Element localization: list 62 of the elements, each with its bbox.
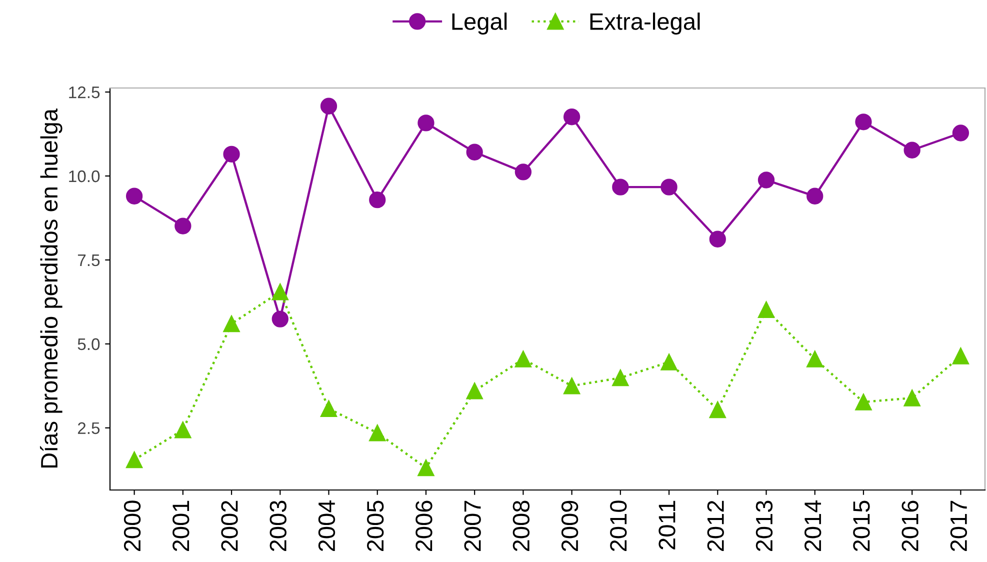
- point: [612, 369, 629, 386]
- point: [612, 178, 629, 196]
- point: [952, 124, 970, 142]
- point: [369, 424, 386, 442]
- point: [952, 348, 970, 364]
- x-tick-label: 2013: [756, 500, 773, 552]
- x-tick-label: 2014: [804, 500, 822, 552]
- point: [904, 142, 920, 158]
- x-tick-label: 2011: [658, 500, 676, 550]
- point: [223, 315, 240, 332]
- point: [563, 108, 580, 126]
- point: [320, 98, 338, 114]
- point: [514, 164, 532, 180]
- point: [660, 178, 678, 196]
- x-tick-label: 2003: [270, 500, 286, 552]
- point: [272, 284, 288, 300]
- x-tick-label: 2006: [416, 500, 432, 552]
- point: [806, 188, 824, 204]
- point: [758, 172, 775, 188]
- point: [418, 114, 434, 132]
- x-tick-label: 2012: [707, 500, 724, 552]
- point: [126, 188, 143, 204]
- point: [806, 350, 824, 368]
- point: [418, 460, 434, 476]
- point: [174, 218, 192, 234]
- y-tick-label: 2.5: [78, 422, 100, 434]
- point: [174, 422, 192, 438]
- y-axis-title: Días promedio perdidos en huelga: [40, 108, 62, 468]
- point: [466, 382, 483, 400]
- x-tick-label: 2009: [561, 500, 578, 552]
- y-tick-label: 5.0: [78, 338, 100, 350]
- y-tick-label: 7.5: [78, 254, 100, 266]
- y-tick-label: 10.0: [69, 170, 100, 182]
- x-tick-label: 2007: [464, 500, 481, 552]
- point: [904, 390, 920, 406]
- legend-label: Extra-legal: [590, 12, 700, 35]
- x-tick-label: 2001: [172, 500, 190, 552]
- x-tick-label: 2015: [853, 500, 870, 552]
- point: [563, 378, 580, 394]
- point: [320, 400, 338, 418]
- x-tick-label: 2000: [124, 500, 141, 552]
- point: [514, 350, 532, 368]
- x-tick-label: 2016: [902, 500, 918, 552]
- point: [758, 301, 775, 318]
- point: [466, 144, 483, 160]
- legend-label: Legal: [452, 12, 507, 35]
- point: [223, 146, 240, 162]
- x-tick-label: 2005: [366, 500, 384, 552]
- point: [369, 192, 386, 208]
- point: [855, 394, 872, 410]
- point: [660, 354, 678, 370]
- x-tick-label: 2017: [950, 500, 968, 552]
- point: [272, 310, 288, 328]
- x-tick-label: 2008: [512, 500, 530, 552]
- y-tick-label: 12.5: [69, 86, 100, 98]
- point: [126, 451, 143, 468]
- point: [709, 401, 726, 418]
- x-tick-label: 2004: [318, 500, 336, 552]
- point: [709, 230, 726, 248]
- x-tick-label: 2002: [221, 500, 238, 552]
- x-tick-label: 2010: [610, 500, 627, 552]
- point: [855, 114, 872, 130]
